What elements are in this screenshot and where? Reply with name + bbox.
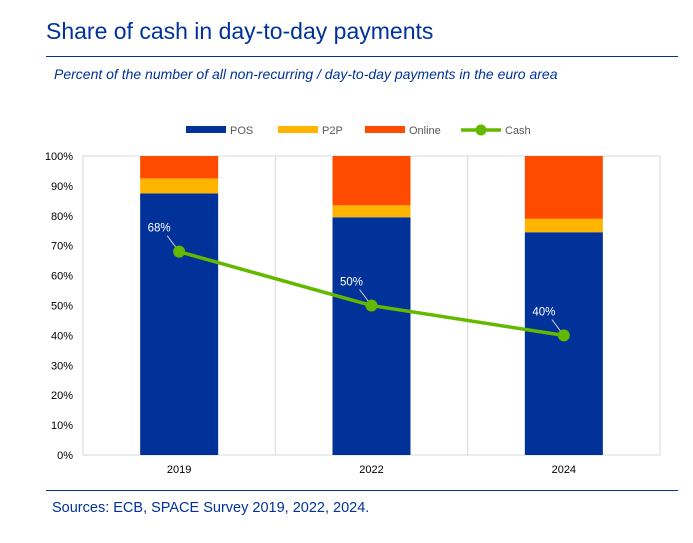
y-tick-label: 100% — [45, 151, 73, 163]
legend-swatch-pos — [186, 126, 226, 133]
data-label-leader — [551, 319, 562, 332]
chart-subtitle: Percent of the number of all non-recurri… — [54, 66, 558, 82]
legend-label-pos: POS — [230, 125, 253, 137]
y-tick-label: 0% — [57, 450, 73, 462]
bar-pos-2024 — [524, 232, 603, 455]
x-tick-label: 2022 — [359, 464, 383, 476]
y-tick-label: 90% — [51, 181, 73, 193]
data-label: 50% — [340, 277, 363, 289]
stacked-bar-chart: 0% 10% 20% 30% 40% 50% 60% 70% 80% 90% 100% 2019 202… — [45, 124, 661, 476]
chart-title: Share of cash in day-to-day payments — [46, 18, 434, 44]
y-tick-label: 50% — [51, 301, 73, 313]
bar-online-2022 — [332, 156, 411, 206]
line-point-cash — [173, 245, 186, 258]
y-tick-label: 10% — [51, 420, 73, 432]
legend-swatch-p2p — [278, 126, 318, 133]
y-tick-label: 30% — [51, 360, 73, 372]
legend-marker-cash — [475, 124, 487, 136]
y-tick-label: 70% — [51, 241, 73, 253]
bar-online-2024 — [524, 156, 603, 219]
data-label-leader — [359, 289, 369, 302]
line-point-cash — [365, 299, 378, 312]
y-tick-label: 80% — [51, 211, 73, 223]
legend-label-online: Online — [409, 125, 441, 137]
legend-label-cash: Cash — [505, 125, 531, 137]
bar-pos-2019 — [140, 193, 219, 455]
x-tick-label: 2024 — [552, 464, 576, 476]
title-divider — [46, 56, 678, 57]
bar-online-2019 — [140, 156, 219, 179]
legend-label-p2p: P2P — [322, 125, 343, 137]
y-tick-label: 60% — [51, 271, 73, 283]
legend-swatch-online — [365, 126, 405, 133]
y-tick-label: 40% — [51, 330, 73, 342]
bar-pos-2022 — [332, 217, 411, 455]
data-label: 40% — [532, 306, 555, 318]
bar-p2p-2022 — [332, 205, 411, 218]
data-label-leader — [166, 235, 177, 248]
footer-divider — [46, 490, 678, 491]
source-note: Sources: ECB, SPACE Survey 2019, 2022, 2… — [52, 500, 370, 516]
bar-p2p-2024 — [524, 218, 603, 233]
bar-p2p-2019 — [140, 178, 219, 194]
x-tick-label: 2019 — [167, 464, 191, 476]
y-tick-label: 20% — [51, 390, 73, 402]
data-label: 68% — [148, 223, 171, 235]
line-point-cash — [557, 329, 570, 342]
